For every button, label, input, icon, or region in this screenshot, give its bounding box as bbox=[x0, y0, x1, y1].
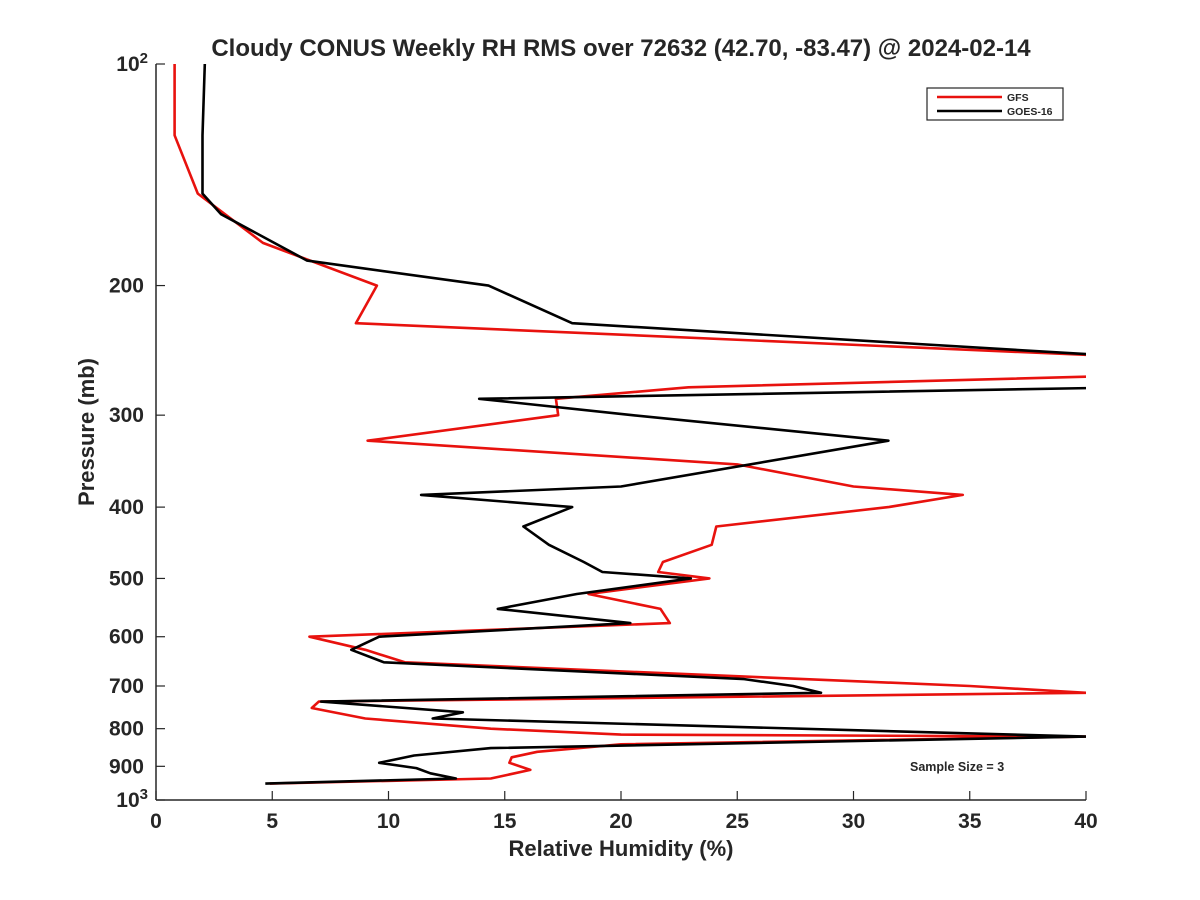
x-tick-label: 15 bbox=[493, 810, 517, 833]
x-axis-label: Relative Humidity (%) bbox=[509, 836, 734, 861]
y-tick-label-exponent: 2 bbox=[140, 50, 148, 67]
series-layer bbox=[173, 64, 1086, 785]
y-tick-label: 500 bbox=[109, 567, 144, 590]
x-tick-label: 10 bbox=[377, 810, 400, 833]
legend-label-gfs: GFS bbox=[1007, 92, 1029, 104]
legend-box bbox=[926, 87, 1064, 121]
y-axis-label: Pressure (mb) bbox=[74, 358, 99, 506]
chart-title: Cloudy CONUS Weekly RH RMS over 72632 (4… bbox=[211, 35, 1031, 62]
y-tick-label-base: 10 bbox=[116, 53, 139, 76]
y-tick-label: 700 bbox=[109, 675, 144, 698]
series-line-goes-16 bbox=[201, 64, 1086, 785]
y-tick-label: 800 bbox=[109, 718, 144, 741]
y-tick-label: 600 bbox=[109, 626, 144, 649]
x-tick-label: 20 bbox=[609, 810, 632, 833]
y-tick-label-base: 10 bbox=[116, 789, 139, 812]
x-tick-label: 5 bbox=[266, 810, 278, 833]
y-tick-label: 200 bbox=[109, 275, 144, 298]
sample-size-annotation: Sample Size = 3 bbox=[910, 760, 1004, 774]
x-tick-label: 0 bbox=[150, 810, 162, 833]
y-tick-label-exponent: 3 bbox=[140, 786, 148, 803]
x-tick-label: 40 bbox=[1074, 810, 1097, 833]
y-tick-label: 300 bbox=[109, 404, 144, 427]
x-ticks: 0 5 10 15 20 25 30 35 40 bbox=[150, 791, 1098, 833]
legend-label-goes-16: GOES-16 bbox=[1007, 106, 1053, 118]
x-tick-label: 35 bbox=[958, 810, 982, 833]
x-tick-label: 30 bbox=[842, 810, 865, 833]
legend: GFS GOES-16 bbox=[926, 87, 1064, 121]
y-tick-label: 400 bbox=[109, 496, 144, 519]
y-tick-label: 900 bbox=[109, 755, 144, 778]
x-tick-label: 25 bbox=[726, 810, 750, 833]
y-tick-label: 103 bbox=[116, 786, 148, 812]
y-tick-label: 102 bbox=[116, 50, 148, 76]
